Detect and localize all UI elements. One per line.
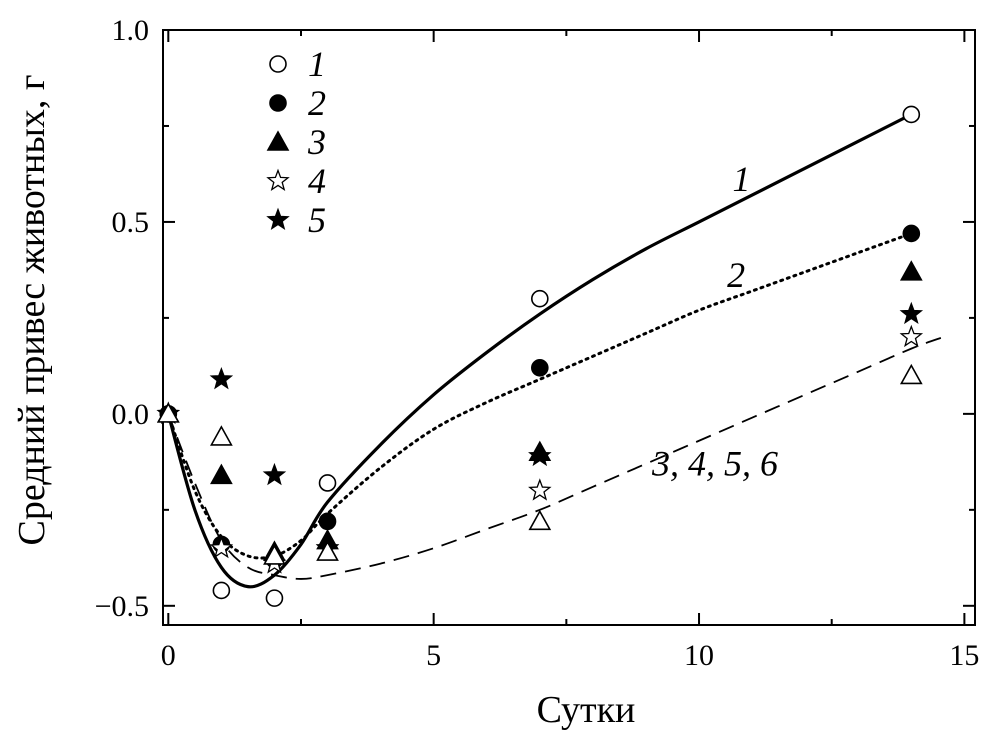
legend-marker-1 — [269, 55, 287, 73]
x-tick-label: 5 — [426, 639, 441, 672]
data-point-series-5 — [209, 366, 234, 390]
legend-marker-4 — [266, 168, 290, 191]
y-tick-label: −0.5 — [95, 590, 149, 623]
data-point-series-2 — [531, 359, 549, 377]
data-point-series-1 — [531, 289, 549, 308]
y-tick-label: 1.0 — [112, 14, 150, 47]
legend-label-3: 3 — [307, 122, 326, 162]
data-point-series-2 — [318, 512, 337, 531]
data-point-series-3 — [899, 260, 923, 281]
legend-label-5: 5 — [308, 200, 326, 240]
y-tick-label: 0.5 — [112, 206, 150, 239]
data-point-series-5 — [899, 301, 924, 325]
fit-curve-label: 2 — [727, 255, 745, 295]
data-point-series-6 — [263, 544, 286, 565]
data-point-series-5 — [528, 443, 552, 467]
data-point-series-3 — [210, 463, 233, 485]
legend-marker-3 — [266, 130, 290, 151]
data-points — [156, 105, 924, 607]
legend-marker-5 — [266, 207, 290, 230]
fit-curve-2 — [166, 231, 913, 560]
data-point-series-2 — [902, 224, 921, 243]
legend-marker-2 — [269, 94, 287, 112]
fit-curves: 1 2 3, 4, 5, 6 — [166, 113, 944, 589]
x-tick-label: 10 — [684, 639, 714, 672]
data-point-series-4 — [528, 478, 552, 501]
y-axis-title: Средний привес животных, г — [11, 75, 53, 546]
data-point-series-4 — [899, 324, 924, 348]
plot-border — [162, 29, 976, 626]
plot-frame: 0 5 10 15−0.50.00.51.0 — [95, 14, 980, 672]
data-point-series-5 — [262, 462, 287, 486]
data-point-series-1 — [265, 589, 284, 607]
data-point-series-6 — [316, 540, 339, 561]
data-point-series-6 — [899, 363, 923, 385]
fit-curve-label: 1 — [732, 159, 750, 199]
data-point-series-6 — [528, 509, 552, 531]
data-point-series-4 — [209, 535, 234, 559]
legend-label-4: 4 — [308, 161, 326, 201]
data-point-series-6 — [156, 402, 180, 423]
x-tick-label: 0 — [161, 639, 176, 672]
x-axis-title: Сутки — [537, 689, 636, 731]
y-tick-label: 0.0 — [112, 398, 150, 431]
data-point-series-1 — [212, 581, 231, 600]
x-tick-label: 15 — [949, 639, 979, 672]
data-point-series-6 — [210, 425, 233, 446]
fit-curve-1 — [166, 113, 913, 589]
data-point-series-1 — [902, 105, 921, 124]
data-point-series-1 — [318, 474, 337, 492]
fit-curve-label: 3, 4, 5, 6 — [651, 443, 778, 483]
legend-label-2: 2 — [308, 83, 326, 123]
fit-curve-3 — [167, 336, 944, 580]
legend-label-1: 1 — [308, 44, 326, 84]
